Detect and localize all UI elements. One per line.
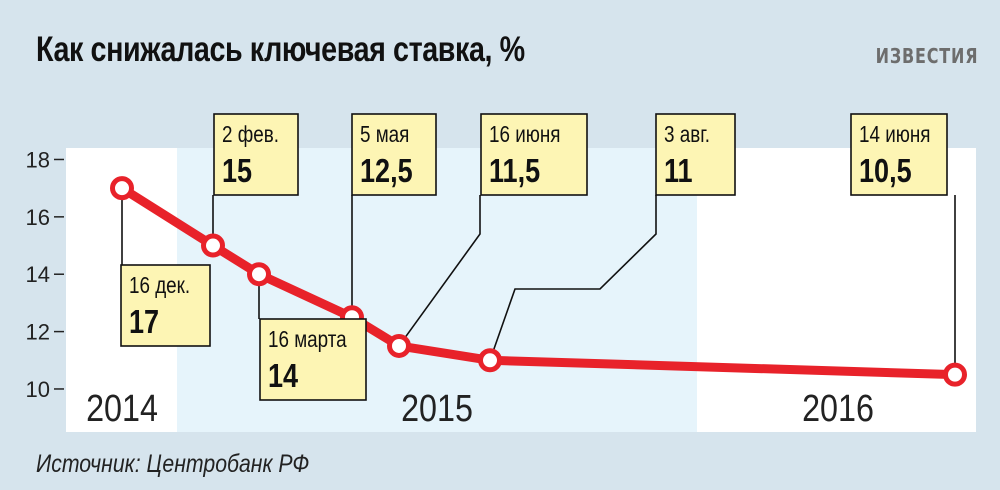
data-label-box bbox=[850, 113, 948, 196]
data-label-value: 10,5 bbox=[859, 154, 912, 190]
leader-line bbox=[489, 195, 657, 361]
data-label-value: 15 bbox=[222, 154, 252, 190]
data-point bbox=[247, 262, 271, 287]
y-tick-label: 18 bbox=[26, 147, 50, 172]
data-point bbox=[110, 176, 134, 201]
y-tick-label: 16 bbox=[26, 205, 50, 230]
brand-logo: ИЗВЕСТИЯ bbox=[875, 44, 978, 68]
data-label-box bbox=[120, 264, 211, 347]
data-label-box bbox=[480, 113, 588, 196]
data-label: 16 июня 11,5 bbox=[480, 113, 588, 196]
data-label-box bbox=[259, 318, 367, 401]
data-label-box bbox=[213, 113, 299, 196]
data-point bbox=[943, 362, 967, 387]
year-label: 2014 bbox=[86, 388, 158, 430]
leader-line bbox=[398, 195, 481, 347]
data-label: 14 июня 10,5 bbox=[850, 113, 948, 196]
data-label-value: 17 bbox=[129, 305, 159, 341]
data-label-date: 16 дек. bbox=[129, 273, 190, 298]
data-label: 2 фев. 15 bbox=[213, 113, 299, 196]
y-tick-label: 14 bbox=[26, 262, 50, 287]
source-note: Источник: Центробанк РФ bbox=[36, 450, 310, 478]
data-label-value: 14 bbox=[268, 359, 298, 395]
data-label: 3 авг. 11 bbox=[655, 113, 736, 196]
data-label-date: 16 июня bbox=[489, 122, 560, 147]
y-tick-label: 12 bbox=[26, 320, 50, 345]
data-label: 5 мая 12,5 bbox=[351, 113, 437, 196]
data-label: 16 марта 14 bbox=[259, 318, 367, 401]
data-label-date: 2 фев. bbox=[222, 122, 279, 147]
data-label-box bbox=[351, 113, 437, 196]
year-label: 2015 bbox=[401, 388, 473, 430]
data-label-value: 11 bbox=[664, 154, 693, 190]
data-label-date: 3 авг. bbox=[664, 122, 710, 147]
data-point bbox=[387, 333, 411, 358]
data-label-date: 14 июня bbox=[859, 122, 930, 147]
data-point bbox=[201, 233, 225, 258]
y-tick-label: 10 bbox=[26, 377, 50, 402]
data-label-date: 5 мая bbox=[360, 122, 409, 147]
data-point bbox=[478, 348, 502, 373]
chart-title: Как снижалась ключевая ставка, % bbox=[36, 30, 525, 69]
data-label-value: 11,5 bbox=[489, 154, 540, 190]
data-label-box bbox=[655, 113, 736, 196]
data-label-value: 12,5 bbox=[360, 154, 413, 190]
data-label: 16 дек. 17 bbox=[120, 264, 211, 347]
data-label-date: 16 марта bbox=[268, 327, 347, 352]
year-label: 2016 bbox=[802, 388, 874, 430]
